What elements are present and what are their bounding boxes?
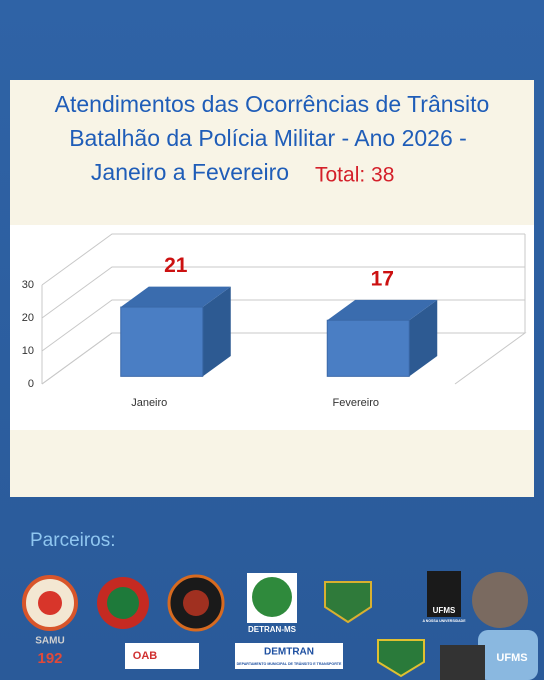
total: Total: 38: [315, 164, 394, 187]
logo-text: A NOSSA UNIVERSIDADE: [422, 619, 466, 623]
chart-area: [10, 225, 534, 430]
mascot: [478, 630, 538, 680]
y-tick-label: 10: [22, 345, 34, 357]
chart: 0 10 20 30 Janeiro 21 Fevereiro 17: [22, 233, 527, 409]
grid-line: [41, 233, 525, 286]
logo-ufms: [427, 571, 461, 617]
bar: [120, 306, 204, 377]
y-tick-label: 20: [22, 312, 34, 324]
logo-text: UFMS: [496, 652, 527, 664]
logos: [22, 571, 538, 680]
logo: [183, 590, 209, 616]
value-label: 17: [371, 267, 394, 290]
logo: [107, 587, 139, 619]
laptop: [440, 645, 485, 680]
bar-top: [120, 286, 231, 308]
logo-text: SAMU: [35, 636, 64, 647]
x-tick-label: Janeiro: [131, 397, 167, 409]
logo-brasao: [377, 639, 425, 678]
title-line: Janeiro a Fevereiro: [91, 159, 289, 185]
logo-text: DEPARTAMENTO MUNICIPAL DE TRÂNSITO E TRA…: [237, 661, 342, 666]
logo-brasao: [324, 581, 372, 624]
y-tick-label: 30: [22, 279, 34, 291]
logo-text: DEMTRAN: [264, 647, 314, 658]
bar-top: [327, 299, 438, 321]
x-tick-label: Fevereiro: [333, 397, 379, 409]
logo-oab: [125, 643, 199, 669]
title: Atendimentos das Ocorrências de Trânsito…: [55, 91, 490, 185]
y-tick-label: 0: [28, 378, 34, 390]
logo-text: UFMS: [433, 606, 456, 615]
logo-texts: SAMU 192 DETRAN-MS UFMS A NOSSA UNIVERSI…: [35, 606, 527, 667]
value-label: 21: [164, 254, 188, 277]
logo-demtran: [235, 643, 343, 669]
logo-text: 192: [37, 650, 62, 667]
bar-side: [202, 286, 231, 377]
bar: [326, 319, 410, 377]
partners-heading: Parceiros:: [30, 530, 116, 551]
mascot: [472, 572, 528, 628]
title-line: Batalhão da Polícia Militar - Ano 2026 -: [69, 125, 467, 151]
logo-samu: [38, 591, 62, 615]
bar-side: [409, 299, 438, 377]
title-line: Atendimentos das Ocorrências de Trânsito: [55, 91, 490, 117]
grid-line: [41, 266, 525, 319]
logo-text: OAB: [133, 650, 158, 662]
logo-text: DETRAN-MS: [248, 625, 297, 634]
logo-detran: [252, 577, 292, 617]
